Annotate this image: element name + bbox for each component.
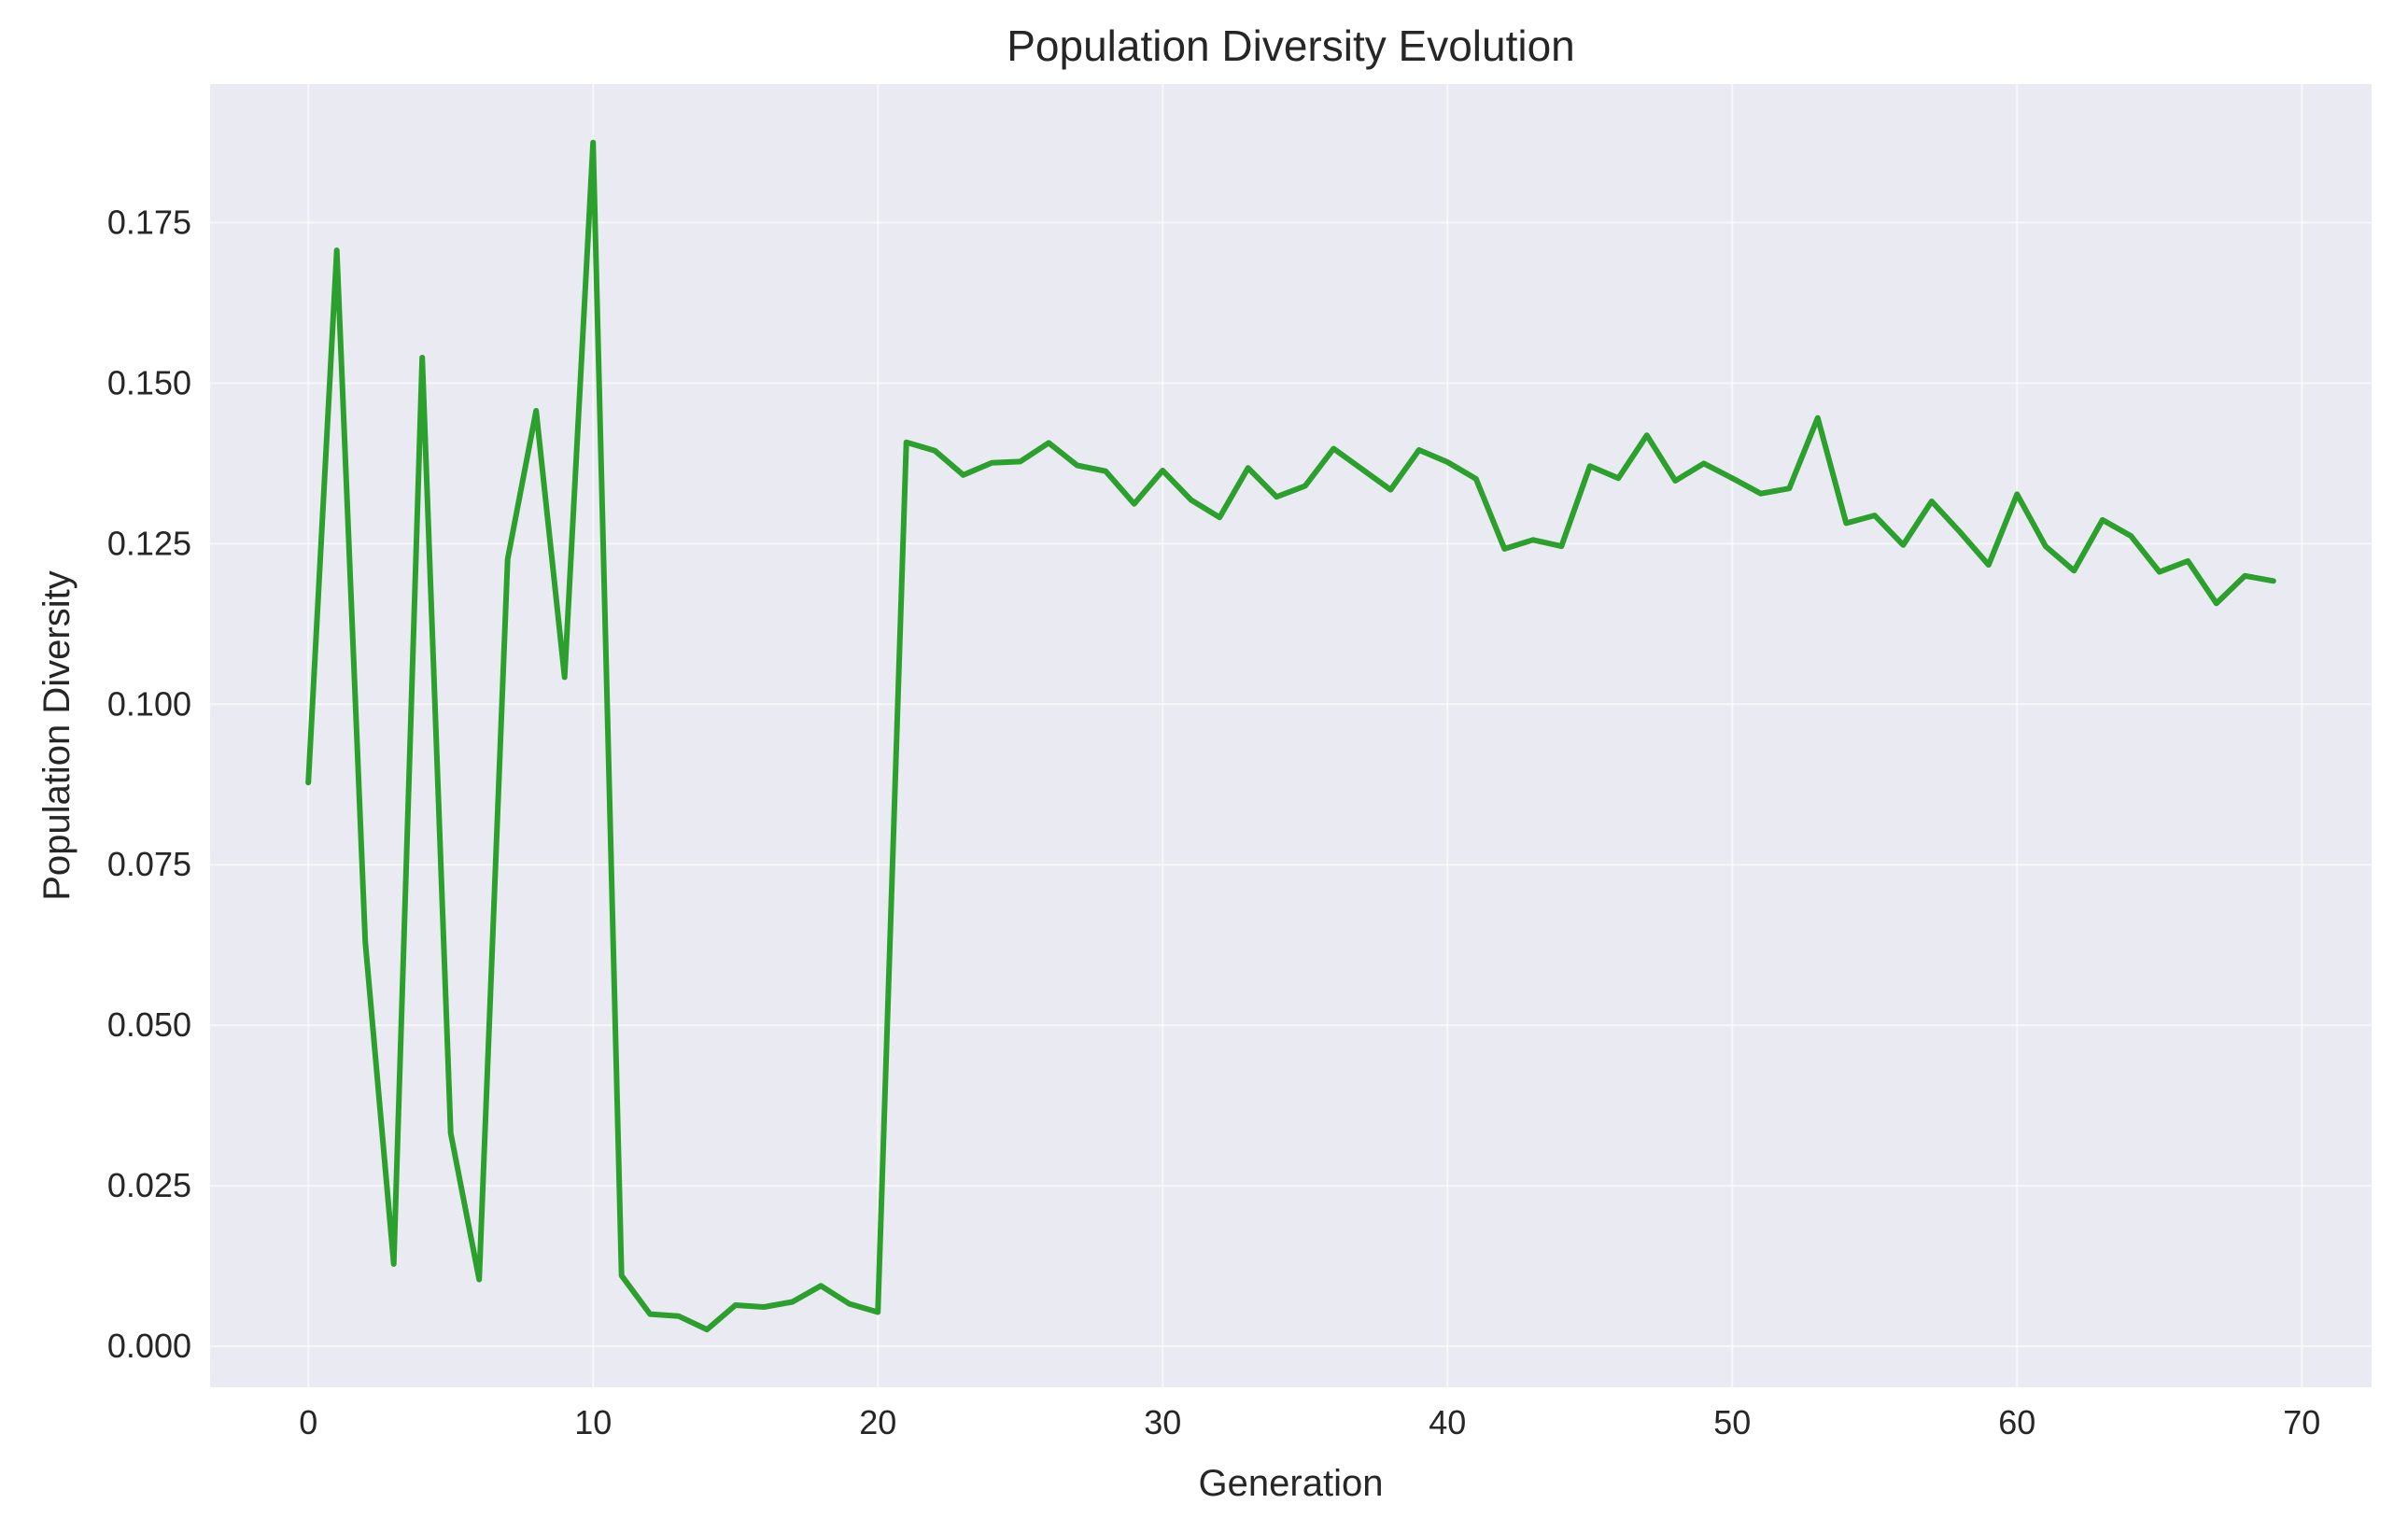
y-tick-label: 0.150: [107, 363, 191, 401]
y-axis-ticks: 0.000 0.025 0.050 0.075 0.100 0.125 0.150 0.175: [107, 204, 191, 1365]
chart-title: Population Diversity Evolution: [1007, 21, 1575, 70]
y-tick-label: 0.050: [107, 1005, 191, 1044]
y-tick-label: 0.025: [107, 1166, 191, 1204]
y-tick-label: 0.100: [107, 684, 191, 723]
x-axis-label: Generation: [1199, 1463, 1384, 1504]
x-tick-label: 50: [1713, 1403, 1751, 1441]
x-tick-label: 70: [2283, 1403, 2320, 1441]
plot-area: [210, 84, 2372, 1387]
y-tick-label: 0.075: [107, 845, 191, 883]
y-tick-label: 0.125: [107, 524, 191, 562]
x-tick-label: 20: [859, 1403, 896, 1441]
x-axis-ticks: 0 10 20 30 40 50 60 70: [299, 1403, 2320, 1441]
x-tick-label: 40: [1429, 1403, 1466, 1441]
x-tick-label: 0: [299, 1403, 317, 1441]
grid-lines: [210, 84, 2372, 1387]
series-layer: [305, 139, 2276, 1333]
y-axis-label: Population Diversity: [36, 570, 77, 901]
x-tick-label: 10: [574, 1403, 612, 1441]
y-tick-label: 0.175: [107, 204, 191, 242]
x-tick-label: 30: [1144, 1403, 1181, 1441]
series-line: [305, 139, 2276, 1333]
x-tick-label: 60: [1998, 1403, 2035, 1441]
y-tick-label: 0.000: [107, 1327, 191, 1365]
